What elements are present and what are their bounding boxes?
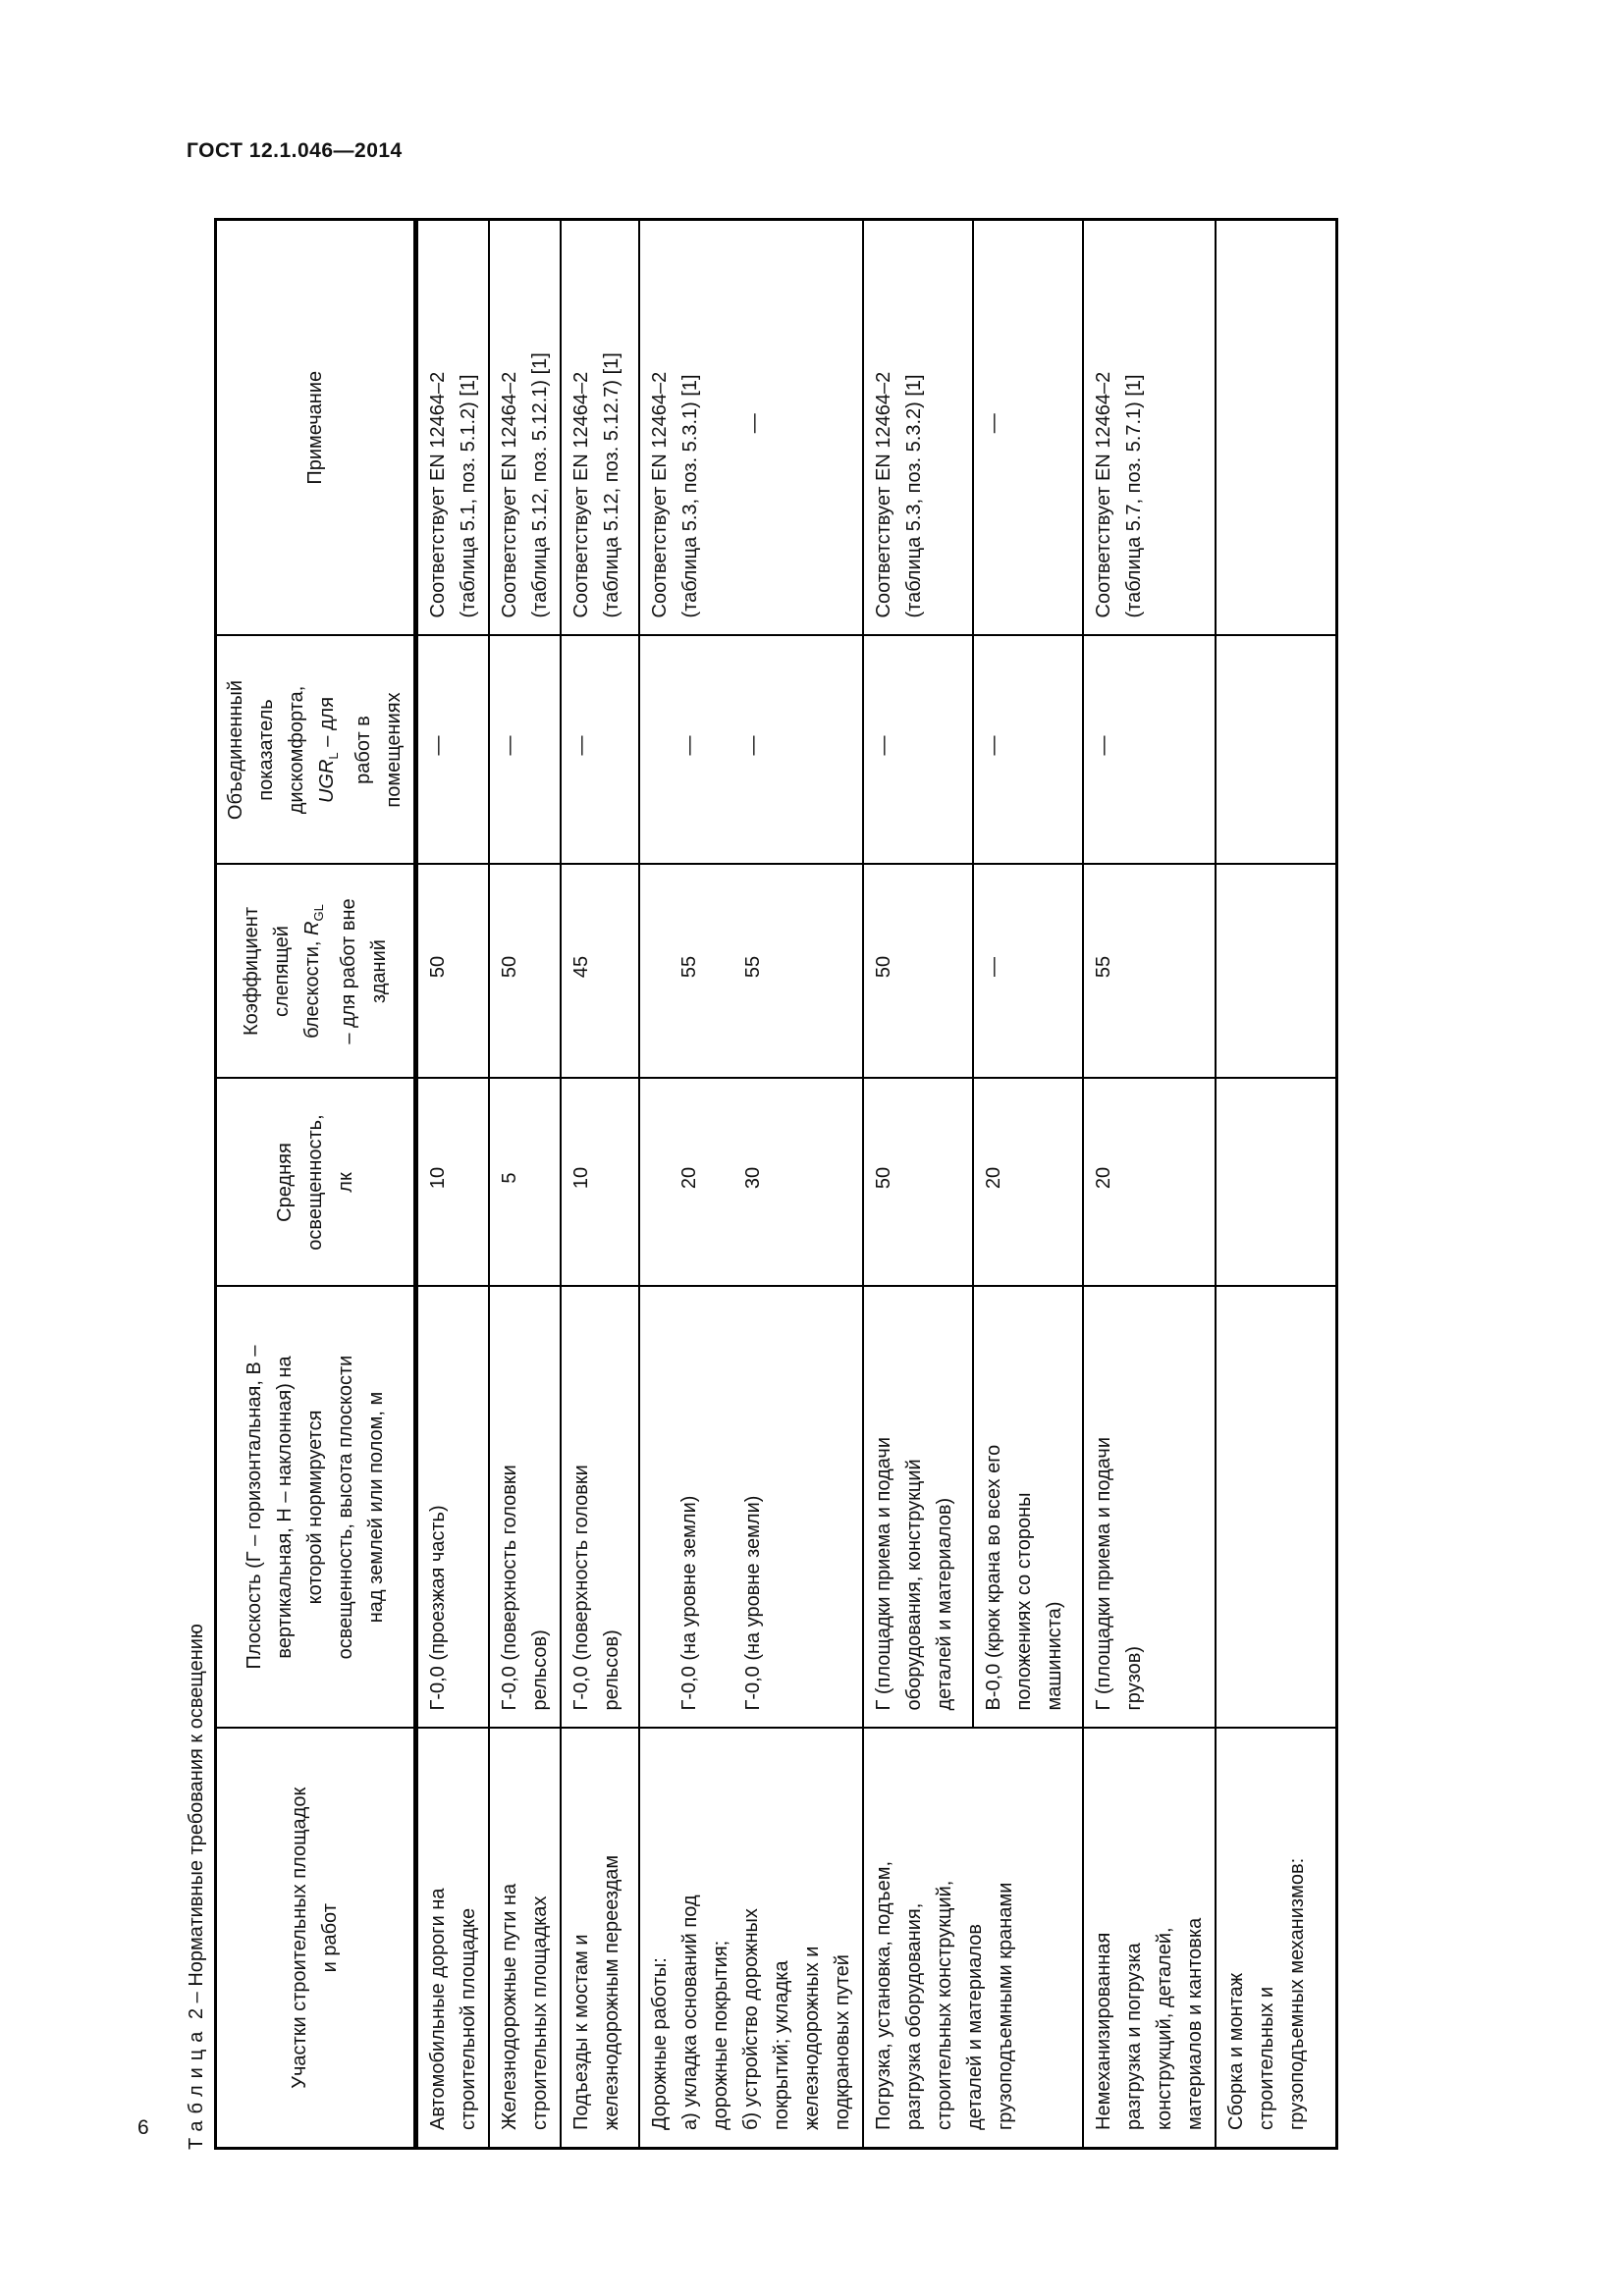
cell-site: Автомобильные дороги на строительной пло… xyxy=(415,1728,489,2149)
cell-plane: Г (площадки приема и подачи оборудования… xyxy=(863,1286,973,1729)
cell-lux: 50 xyxy=(863,1078,973,1287)
col-header-sites: Участки строительных площадок и работ xyxy=(215,1728,416,2149)
cell-ugr: — xyxy=(1083,635,1216,865)
cell-glare: 50 xyxy=(415,864,489,1079)
table-row: Сборка и монтаж строительных и грузоподъ… xyxy=(1216,219,1336,2149)
table-title-text: 2 – Нормативные требования к освещению xyxy=(186,1624,207,2020)
cell-lux: 5 xyxy=(489,1078,561,1287)
cell-site: Дорожные работы: а) укладка оснований по… xyxy=(639,1728,863,2149)
cell-plane: Г (площадки приема и подачи грузов) xyxy=(1083,1286,1216,1729)
cell-glare: 50 xyxy=(863,864,973,1079)
cell-note: Соответствует EN 12464–2 (таблица 5.3, п… xyxy=(863,219,973,636)
cell-ugr xyxy=(1216,635,1336,865)
table-row: Железнодорожные пути на строительных пло… xyxy=(489,219,561,2149)
document-standard-number: ГОСТ 12.1.046—2014 xyxy=(187,139,403,162)
cell-note: Соответствует EN 12464–2 (таблица 5.12, … xyxy=(489,219,561,636)
cell-site: Немеханизированная разгрузка и погрузка … xyxy=(1083,1728,1216,2149)
col-header-plane: Плоскость (Г – горизонтальная, В – верти… xyxy=(215,1286,416,1729)
cell-glare: 55 xyxy=(1083,864,1216,1079)
cell-glare xyxy=(1216,864,1336,1079)
cell-site-merged: Погрузка, установка, подъем, разгрузка о… xyxy=(863,1728,1083,2149)
col-header-glare-rating: Коэффициент слепящей блескости, RGL – дл… xyxy=(215,864,416,1079)
cell-ugr: — xyxy=(973,635,1083,865)
rotated-table-block: Таблица 2 – Нормативные требования к осв… xyxy=(182,218,1338,2150)
cell-site: Подъезды к мостам и железнодорожным пере… xyxy=(561,1728,639,2149)
cell-plane: Г-0,0 (на уровне земли) Г-0,0 (на уровне… xyxy=(639,1286,863,1729)
table-row: Автомобильные дороги на строительной пло… xyxy=(415,219,489,2149)
table-row: Подъезды к мостам и железнодорожным пере… xyxy=(561,219,639,2149)
cell-site: Железнодорожные пути на строительных пло… xyxy=(489,1728,561,2149)
cell-glare: 45 xyxy=(561,864,639,1079)
cell-note: Соответствует EN 12464–2 (таблица 5.12, … xyxy=(561,219,639,636)
cell-note: Соответствует EN 12464–2 (таблица 5.3, п… xyxy=(639,219,863,636)
cell-note: Соответствует EN 12464–2 (таблица 5.7, п… xyxy=(1083,219,1216,636)
cell-lux: 20 xyxy=(973,1078,1083,1287)
cell-plane xyxy=(1216,1286,1336,1729)
cell-ugr: — xyxy=(561,635,639,865)
page-number: 6 xyxy=(137,2116,149,2139)
table-row: Немеханизированная разгрузка и погрузка … xyxy=(1083,219,1216,2149)
cell-note xyxy=(1216,219,1336,636)
cell-plane: Г-0,0 (поверхность головки рельсов) xyxy=(561,1286,639,1729)
cell-lux: 10 xyxy=(561,1078,639,1287)
cell-glare: 50 xyxy=(489,864,561,1079)
col-header-ugr: Объединенный показатель дискомфорта, UGR… xyxy=(215,635,416,865)
cell-ugr: — xyxy=(489,635,561,865)
cell-plane: Г-0,0 (проезжая часть) xyxy=(415,1286,489,1729)
cell-note: Соответствует EN 12464–2 (таблица 5.1, п… xyxy=(415,219,489,636)
cell-ugr: — xyxy=(415,635,489,865)
table-title: Таблица 2 – Нормативные требования к осв… xyxy=(182,221,211,2150)
cell-glare: 55 55 xyxy=(639,864,863,1079)
cell-plane: Г-0,0 (поверхность головки рельсов) xyxy=(489,1286,561,1729)
cell-ugr: — — xyxy=(639,635,863,865)
table-row-road-works: Дорожные работы: а) укладка оснований по… xyxy=(639,219,863,2149)
table-title-label: Таблица xyxy=(186,2024,207,2150)
requirements-table: Участки строительных площадок и работ Пл… xyxy=(214,218,1338,2150)
cell-lux: 20 xyxy=(1083,1078,1216,1287)
table-row-loading-cranes: Погрузка, установка, подъем, разгрузка о… xyxy=(863,219,1083,2149)
cell-ugr: — xyxy=(863,635,973,865)
cell-lux: 10 xyxy=(415,1078,489,1287)
cell-note: — xyxy=(973,219,1083,636)
col-header-note: Примечание xyxy=(215,219,416,636)
col-header-illuminance: Средняя освещенность, лк xyxy=(215,1078,416,1287)
cell-site: Сборка и монтаж строительных и грузоподъ… xyxy=(1216,1728,1336,2149)
cell-lux xyxy=(1216,1078,1336,1287)
cell-glare: — xyxy=(973,864,1083,1079)
table-header-row: Участки строительных площадок и работ Пл… xyxy=(215,219,416,2149)
cell-plane: В-0,0 (крюк крана во всех его положениях… xyxy=(973,1286,1083,1729)
cell-lux: 20 30 xyxy=(639,1078,863,1287)
